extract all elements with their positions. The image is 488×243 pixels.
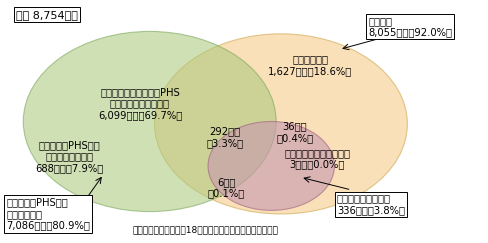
- Text: パソコン、携帯電話・PHS
及び携帯情報端末併用
6,099万人【69.7%】: パソコン、携帯電話・PHS 及び携帯情報端末併用 6,099万人【69.7%】: [98, 87, 182, 120]
- Text: 292万人
【3.3%】: 292万人 【3.3%】: [206, 126, 243, 148]
- Ellipse shape: [207, 122, 334, 210]
- Ellipse shape: [154, 34, 407, 214]
- Text: 携帯電話・PHS及び
携帯情報端末のみ
688万人【7.9%】: 携帯電話・PHS及び 携帯情報端末のみ 688万人【7.9%】: [35, 140, 103, 173]
- Text: ゲーム機・テレビ等のみ
3万人【0.0%】: ゲーム機・テレビ等のみ 3万人【0.0%】: [284, 148, 350, 170]
- Text: 合計 8,754万人: 合計 8,754万人: [16, 10, 78, 20]
- Text: ゲーム機・テレビ等
336万人【3.8%】: ゲーム機・テレビ等 336万人【3.8%】: [336, 194, 404, 215]
- Text: 携帯電話・PHS及び
携帯情報端末
7,086万人【80.9%】: 携帯電話・PHS及び 携帯情報端末 7,086万人【80.9%】: [6, 197, 90, 231]
- Text: 36万人
【0.4%】: 36万人 【0.4%】: [275, 122, 312, 143]
- Text: 6万人
【0.1%】: 6万人 【0.1%】: [207, 177, 244, 198]
- Text: パソコンのみ
1,627万人【18.6%】: パソコンのみ 1,627万人【18.6%】: [267, 54, 351, 76]
- Ellipse shape: [23, 31, 276, 212]
- Text: （出典）総務省「平成18年通信利用動向調査（世帯編）」: （出典）総務省「平成18年通信利用動向調査（世帯編）」: [132, 226, 278, 234]
- Text: パソコン
8,055万人【92.0%】: パソコン 8,055万人【92.0%】: [368, 16, 451, 37]
